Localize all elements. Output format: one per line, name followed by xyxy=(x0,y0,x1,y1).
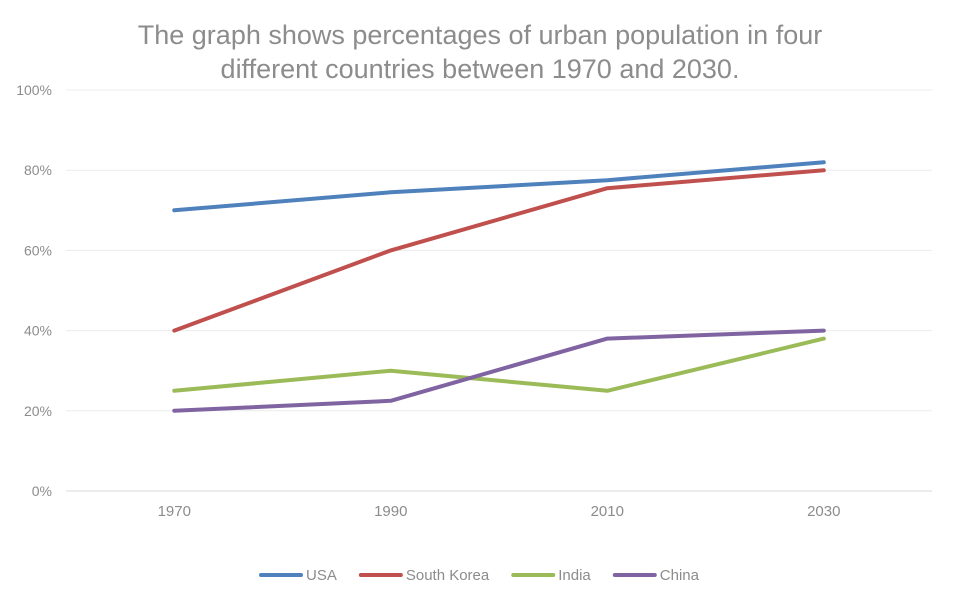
x-tick-label: 1990 xyxy=(374,503,407,520)
y-tick-label: 100% xyxy=(16,82,52,98)
series-line-south-korea xyxy=(172,168,826,333)
legend-label: India xyxy=(558,567,591,584)
series-line-china xyxy=(172,328,826,413)
y-tick-label: 80% xyxy=(24,162,52,178)
y-tick-label: 40% xyxy=(24,323,52,339)
x-tick-label: 2010 xyxy=(591,503,624,520)
legend-item-south-korea: South Korea xyxy=(358,567,490,584)
legend-label: USA xyxy=(306,567,337,584)
y-tick-label: 0% xyxy=(32,483,52,499)
legend-label: China xyxy=(660,567,700,584)
y-tick-label: 20% xyxy=(24,403,52,419)
x-tick-label: 2030 xyxy=(807,503,840,520)
series-line-usa xyxy=(172,160,826,213)
x-tick-label: 1970 xyxy=(158,503,191,520)
legend-item-china: China xyxy=(612,567,700,584)
chart-title: The graph shows percentages of urban pop… xyxy=(60,18,900,86)
chart-title-line-1: The graph shows percentages of urban pop… xyxy=(137,20,823,50)
series-line-india xyxy=(172,336,826,393)
y-tick-label: 60% xyxy=(24,242,52,258)
legend-item-usa: USA xyxy=(259,567,337,584)
legend-label: South Korea xyxy=(406,567,490,584)
chart-title-line-2: different countries between 1970 and 203… xyxy=(220,54,740,84)
legend-item-india: India xyxy=(511,567,591,584)
